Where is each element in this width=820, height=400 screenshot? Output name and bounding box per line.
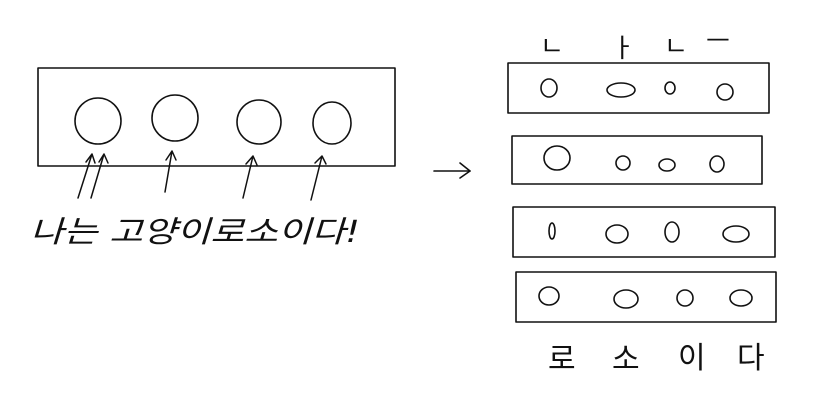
pointer-arrow [310, 155, 327, 201]
output-mark [664, 221, 680, 243]
pointer-arrow [77, 153, 96, 199]
pointer-arrow [242, 155, 258, 199]
top-label: ㄴ [540, 32, 564, 62]
output-mark [613, 289, 639, 309]
output-mark [605, 224, 629, 244]
output-mark [538, 286, 560, 306]
output-strip [512, 206, 776, 258]
output-mark [615, 155, 631, 171]
top-label: ㄴ [664, 32, 688, 62]
input-circle [74, 97, 122, 145]
input-circle [236, 99, 282, 145]
bottom-label: 로 [548, 342, 576, 377]
output-mark [722, 225, 750, 243]
bottom-labels: 로 소 이 다 [548, 341, 765, 377]
caption-text: 나는 고양이로소이다! [30, 215, 360, 250]
output-mark [606, 82, 636, 98]
top-label: ㅡ [706, 27, 730, 57]
output-strip [515, 271, 777, 323]
input-circle [151, 94, 199, 142]
output-strip [507, 62, 770, 114]
output-strips [507, 62, 777, 323]
output-mark [729, 289, 753, 307]
pointer-arrows [77, 150, 327, 201]
output-mark [676, 289, 694, 307]
output-strip-frame [511, 135, 763, 185]
input-strip [37, 67, 396, 167]
input-strip-frame [37, 67, 396, 167]
output-mark [716, 83, 734, 101]
output-mark [664, 81, 676, 95]
top-label: ㅏ [611, 34, 635, 64]
bottom-label: 소 [612, 342, 640, 377]
output-strip [511, 135, 763, 185]
output-mark [540, 78, 558, 98]
output-mark [709, 155, 725, 173]
bottom-label: 다 [737, 341, 765, 376]
output-strip-frame [507, 62, 770, 114]
pointer-arrow [90, 153, 109, 199]
output-mark [548, 222, 556, 240]
bottom-label: 이 [678, 341, 706, 376]
input-circle [312, 101, 352, 145]
transform-arrow [433, 162, 471, 179]
top-labels: ㄴ ㅏ ㄴ ㅡ [540, 27, 730, 64]
pointer-arrow [164, 150, 177, 193]
output-strip-frame [515, 271, 777, 323]
output-mark [658, 158, 676, 172]
output-strip-frame [512, 206, 776, 258]
output-mark [543, 145, 571, 171]
